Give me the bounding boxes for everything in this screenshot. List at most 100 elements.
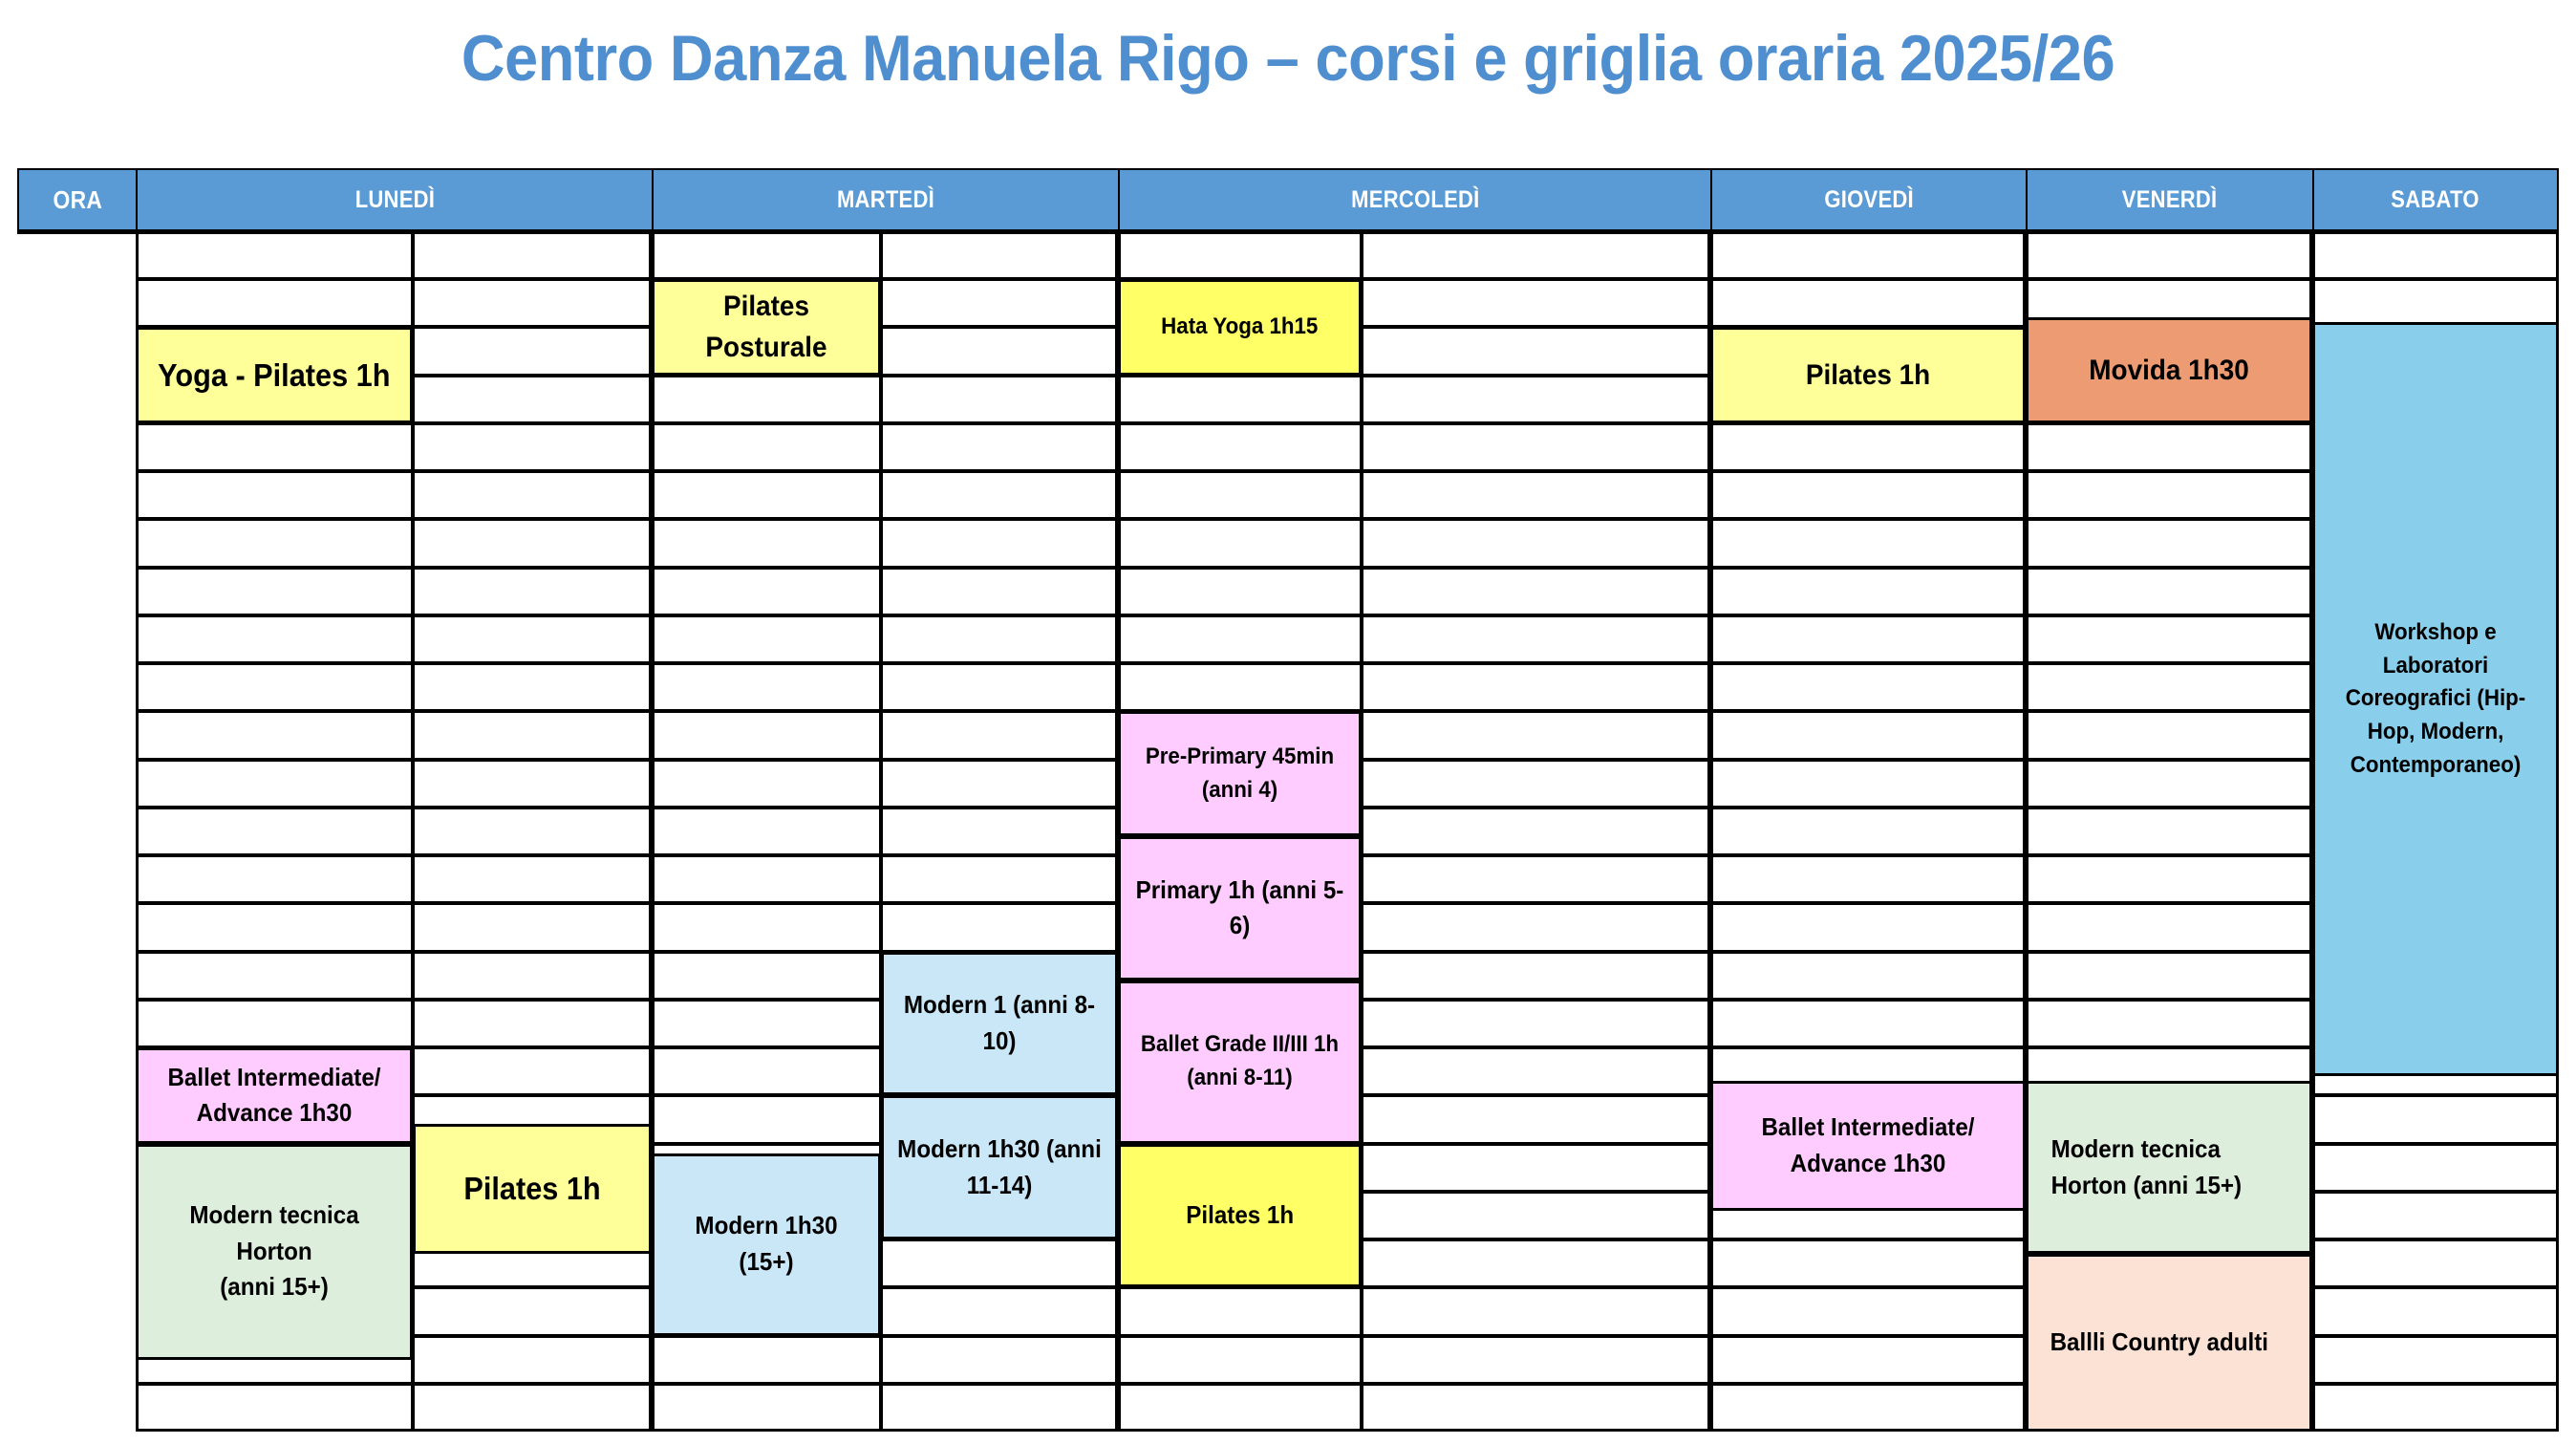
- grid-cell[interactable]: [1118, 422, 1362, 472]
- grid-cell[interactable]: [652, 903, 881, 952]
- grid-cell[interactable]: [1710, 519, 2026, 568]
- grid-cell[interactable]: [2026, 422, 2312, 472]
- grid-cell[interactable]: [881, 1287, 1118, 1336]
- grid-cell[interactable]: [136, 279, 413, 328]
- grid-cell[interactable]: [136, 759, 413, 808]
- grid-cell[interactable]: [2026, 231, 2312, 280]
- grid-cell[interactable]: [881, 807, 1118, 856]
- grid-cell[interactable]: [1362, 614, 1710, 664]
- grid-cell[interactable]: [881, 1383, 1118, 1432]
- grid-cell[interactable]: [413, 614, 652, 664]
- grid-cell[interactable]: [881, 903, 1118, 952]
- grid-cell[interactable]: [1710, 759, 2026, 808]
- grid-cell[interactable]: [2312, 1383, 2559, 1432]
- grid-cell[interactable]: [1710, 1287, 2026, 1336]
- grid-cell[interactable]: [2312, 1287, 2559, 1336]
- grid-cell[interactable]: [2026, 855, 2312, 904]
- grid-cell[interactable]: [1362, 327, 1710, 376]
- grid-cell[interactable]: [1710, 279, 2026, 328]
- grid-cell[interactable]: [1118, 1287, 1362, 1336]
- grid-cell[interactable]: [136, 903, 413, 952]
- course-block-ven-country[interactable]: Ballli Country adulti: [2026, 1254, 2312, 1432]
- grid-cell[interactable]: [1362, 807, 1710, 856]
- grid-cell[interactable]: [881, 327, 1118, 376]
- grid-cell[interactable]: [1118, 519, 1362, 568]
- grid-cell[interactable]: [136, 999, 413, 1048]
- course-block-lun-ballet-int[interactable]: Ballet Intermediate/Advance 1h30: [136, 1047, 413, 1144]
- grid-cell[interactable]: [413, 1335, 652, 1384]
- grid-cell[interactable]: [1710, 807, 2026, 856]
- grid-cell[interactable]: [1710, 1383, 2026, 1432]
- grid-cell[interactable]: [2026, 903, 2312, 952]
- grid-cell[interactable]: [2312, 279, 2559, 328]
- grid-cell[interactable]: [413, 519, 652, 568]
- grid-cell[interactable]: [652, 375, 881, 423]
- grid-cell[interactable]: [652, 1335, 881, 1384]
- grid-cell[interactable]: [136, 519, 413, 568]
- grid-cell[interactable]: [1118, 471, 1362, 520]
- grid-cell[interactable]: [652, 1383, 881, 1432]
- grid-cell[interactable]: [1118, 375, 1362, 423]
- course-block-gio-ballet-int[interactable]: Ballet Intermediate/Advance 1h30: [1710, 1081, 2026, 1211]
- grid-cell[interactable]: [1710, 422, 2026, 472]
- grid-cell[interactable]: [413, 807, 652, 856]
- grid-cell[interactable]: [652, 951, 881, 1000]
- grid-cell[interactable]: [1362, 279, 1710, 328]
- grid-cell[interactable]: [1710, 1239, 2026, 1288]
- grid-cell[interactable]: [2026, 519, 2312, 568]
- grid-cell[interactable]: [652, 663, 881, 712]
- grid-cell[interactable]: [136, 1383, 413, 1432]
- grid-cell[interactable]: [1362, 855, 1710, 904]
- grid-cell[interactable]: [881, 375, 1118, 423]
- grid-cell[interactable]: [1118, 1383, 1362, 1432]
- grid-cell[interactable]: [136, 855, 413, 904]
- grid-cell[interactable]: [652, 999, 881, 1048]
- grid-cell[interactable]: [1362, 1335, 1710, 1384]
- grid-cell[interactable]: [413, 1287, 652, 1336]
- grid-cell[interactable]: [881, 614, 1118, 664]
- grid-cell[interactable]: [2026, 471, 2312, 520]
- grid-cell[interactable]: [1362, 422, 1710, 472]
- grid-cell[interactable]: [652, 471, 881, 520]
- grid-cell[interactable]: [413, 951, 652, 1000]
- grid-cell[interactable]: [2026, 567, 2312, 615]
- grid-cell[interactable]: [1362, 471, 1710, 520]
- grid-cell[interactable]: [1362, 999, 1710, 1048]
- grid-cell[interactable]: [881, 1335, 1118, 1384]
- grid-cell[interactable]: [1362, 567, 1710, 615]
- grid-cell[interactable]: [1710, 614, 2026, 664]
- grid-cell[interactable]: [413, 1383, 652, 1432]
- grid-cell[interactable]: [136, 614, 413, 664]
- grid-cell[interactable]: [1710, 951, 2026, 1000]
- course-block-mer-hata-yoga[interactable]: Hata Yoga 1h15: [1118, 279, 1362, 376]
- grid-cell[interactable]: [652, 422, 881, 472]
- grid-cell[interactable]: [881, 231, 1118, 280]
- grid-cell[interactable]: [136, 567, 413, 615]
- grid-cell[interactable]: [2026, 951, 2312, 1000]
- course-block-mar-modern-15[interactable]: Modern 1h30 (15+): [652, 1153, 881, 1336]
- grid-cell[interactable]: [413, 759, 652, 808]
- grid-cell[interactable]: [2026, 711, 2312, 760]
- grid-cell[interactable]: [1362, 759, 1710, 808]
- grid-cell[interactable]: [1362, 1191, 1710, 1240]
- grid-cell[interactable]: [2026, 759, 2312, 808]
- grid-cell[interactable]: [413, 855, 652, 904]
- grid-cell[interactable]: [881, 855, 1118, 904]
- grid-cell[interactable]: [881, 759, 1118, 808]
- grid-cell[interactable]: [1362, 711, 1710, 760]
- grid-cell[interactable]: [2026, 614, 2312, 664]
- grid-cell[interactable]: [1362, 1143, 1710, 1192]
- grid-cell[interactable]: [1362, 1047, 1710, 1096]
- grid-cell[interactable]: [413, 327, 652, 376]
- grid-cell[interactable]: [413, 231, 652, 280]
- grid-cell[interactable]: [1362, 1095, 1710, 1144]
- grid-cell[interactable]: [1362, 1287, 1710, 1336]
- grid-cell[interactable]: [413, 711, 652, 760]
- grid-cell[interactable]: [2026, 807, 2312, 856]
- grid-cell[interactable]: [881, 1239, 1118, 1288]
- grid-cell[interactable]: [1362, 1383, 1710, 1432]
- grid-cell[interactable]: [136, 231, 413, 280]
- course-block-lun-horton[interactable]: Modern tecnica Horton (anni 15+): [136, 1143, 413, 1360]
- grid-cell[interactable]: [1710, 231, 2026, 280]
- grid-cell[interactable]: [1710, 999, 2026, 1048]
